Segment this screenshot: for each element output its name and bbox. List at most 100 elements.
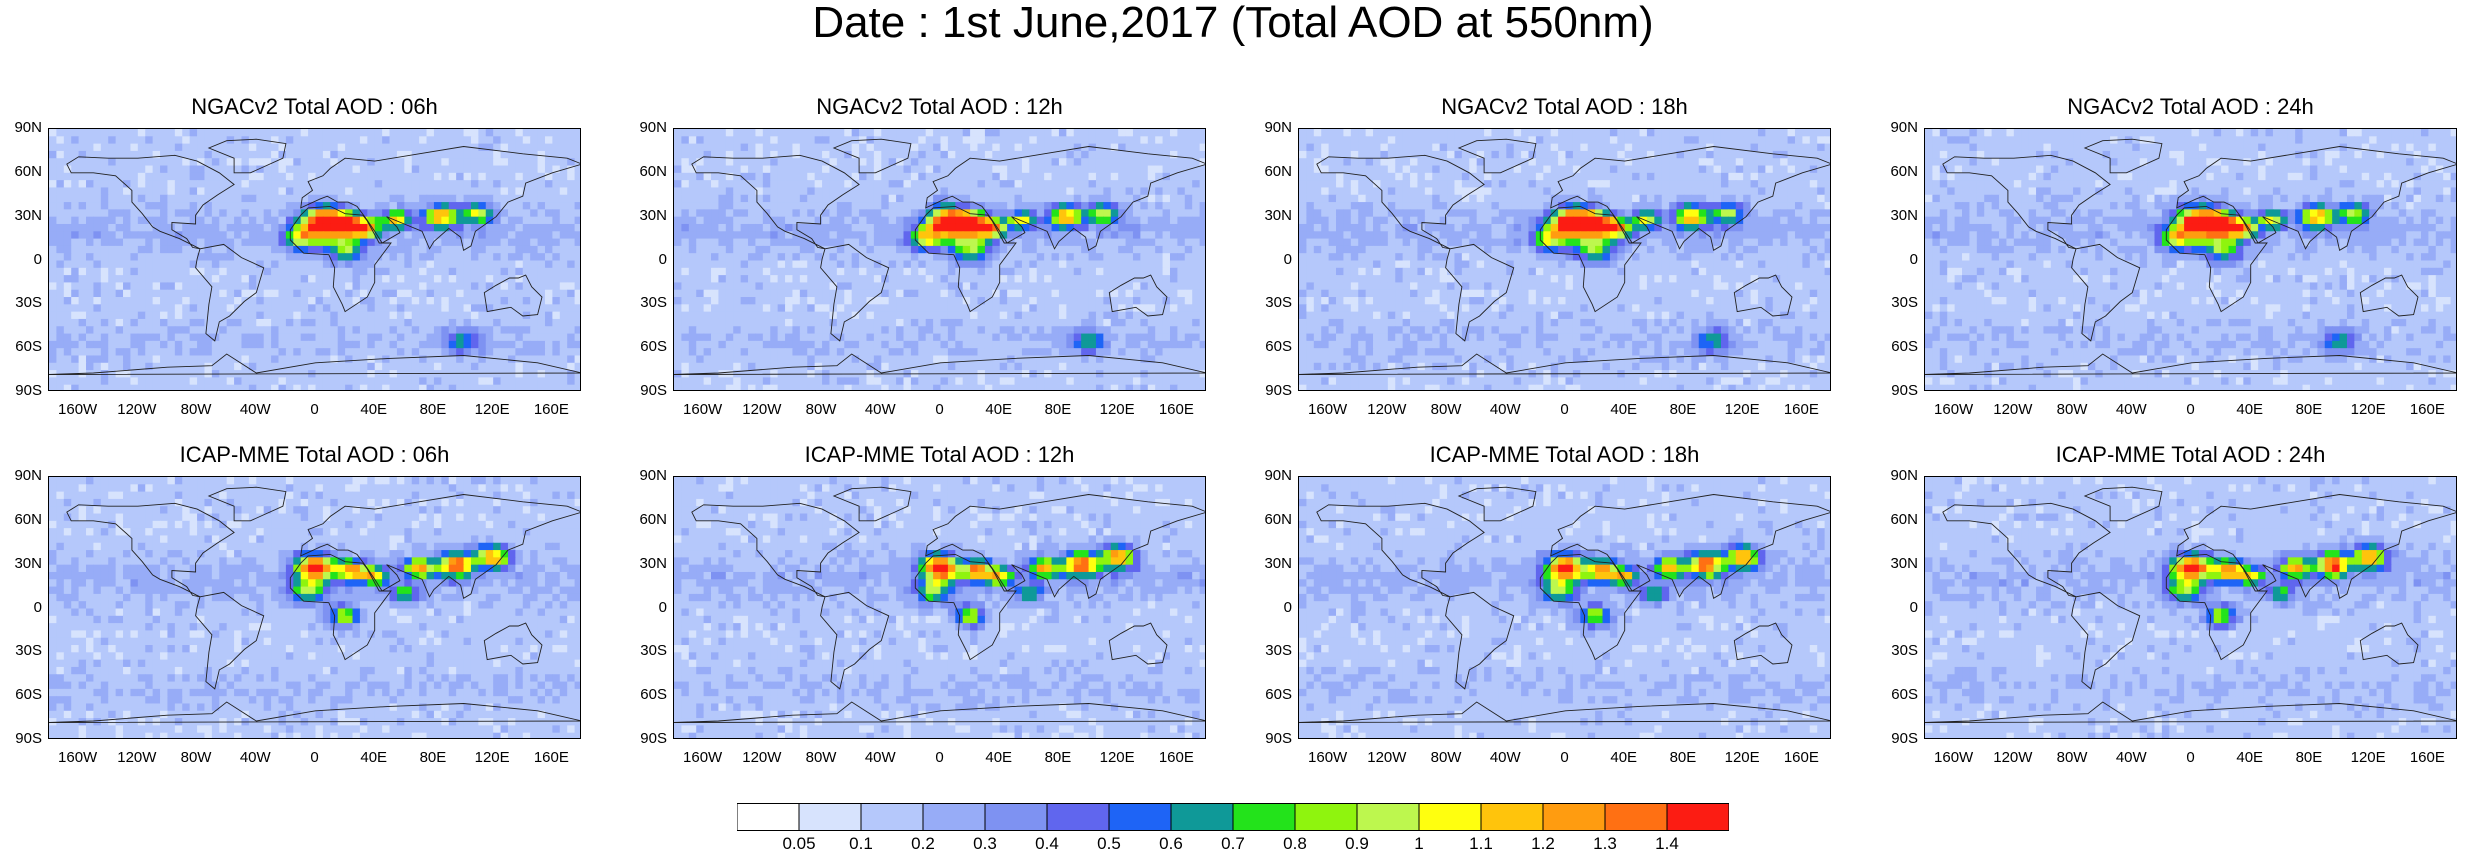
aod-cell: [56, 261, 64, 269]
aod-cell: [881, 312, 889, 320]
aod-cell: [1200, 202, 1206, 210]
aod-cell: [755, 304, 763, 312]
aod-cell: [992, 253, 1000, 261]
aod-cell: [123, 290, 131, 298]
aod-cell: [478, 377, 486, 385]
aod-cell: [992, 209, 1000, 217]
aod-cell: [792, 355, 800, 363]
aod-cell: [985, 290, 993, 298]
aod-cell: [175, 136, 183, 144]
aod-cell: [1000, 173, 1008, 181]
map-panel: [48, 128, 581, 391]
aod-cell: [1133, 348, 1141, 356]
aod-cell: [1163, 180, 1171, 188]
aod-cell: [449, 151, 457, 159]
aod-cell: [419, 261, 427, 269]
aod-cell: [397, 246, 405, 254]
aod-cell: [1163, 202, 1171, 210]
aod-cell: [56, 290, 64, 298]
aod-cell: [249, 158, 257, 166]
aod-cell: [182, 166, 190, 174]
aod-cell: [1155, 334, 1163, 342]
aod-cell: [792, 319, 800, 327]
aod-cell: [130, 202, 138, 210]
aod-cell: [926, 246, 934, 254]
aod-cell: [755, 253, 763, 261]
aod-cell: [390, 348, 398, 356]
aod-cell: [515, 136, 523, 144]
aod-cell: [145, 326, 153, 334]
aod-cell: [434, 129, 442, 137]
aod-cell: [308, 261, 316, 269]
aod-cell: [1096, 275, 1104, 283]
aod-cell: [681, 319, 689, 327]
aod-cell: [1059, 224, 1067, 232]
aod-cell: [249, 151, 257, 159]
aod-cell: [219, 253, 227, 261]
aod-cell: [449, 312, 457, 320]
aod-cell: [948, 348, 956, 356]
aod-cell: [733, 239, 741, 247]
aod-cell: [227, 341, 235, 349]
aod-cell: [1163, 187, 1171, 195]
aod-cell: [1163, 231, 1171, 239]
aod-cell: [1089, 129, 1097, 137]
aod-cell: [718, 224, 726, 232]
aod-cell: [538, 253, 546, 261]
aod-cell: [1052, 253, 1060, 261]
aod-cell: [86, 217, 94, 225]
aod-cell: [441, 202, 449, 210]
aod-cell: [711, 136, 719, 144]
aod-cell: [1163, 268, 1171, 276]
aod-cell: [741, 334, 749, 342]
aod-cell: [815, 304, 823, 312]
aod-cell: [1163, 253, 1171, 261]
aod-cell: [1000, 363, 1008, 371]
aod-cell: [741, 275, 749, 283]
aod-cell: [1170, 209, 1178, 217]
aod-cell: [866, 173, 874, 181]
aod-cell: [1126, 334, 1134, 342]
aod-cell: [71, 129, 79, 137]
aod-cell: [353, 173, 361, 181]
aod-cell: [478, 253, 486, 261]
aod-cell: [778, 326, 786, 334]
aod-cell: [1066, 326, 1074, 334]
aod-cell: [704, 312, 712, 320]
aod-cell: [323, 275, 331, 283]
aod-cell: [538, 326, 546, 334]
aod-cell: [926, 290, 934, 298]
aod-cell: [978, 363, 986, 371]
aod-cell: [234, 231, 242, 239]
aod-cell: [674, 282, 682, 290]
aod-cell: [515, 363, 523, 371]
aod-cell: [345, 202, 353, 210]
aod-cell: [792, 239, 800, 247]
aod-cell: [293, 166, 301, 174]
aod-cell: [390, 275, 398, 283]
aod-cell: [941, 231, 949, 239]
aod-cell: [978, 275, 986, 283]
aod-cell: [130, 253, 138, 261]
aod-cell: [419, 363, 427, 371]
aod-cell: [1044, 180, 1052, 188]
aod-cell: [71, 261, 79, 269]
aod-cell: [264, 355, 272, 363]
aod-cell: [182, 129, 190, 137]
aod-cell: [486, 239, 494, 247]
aod-cell: [93, 166, 101, 174]
aod-cell: [718, 144, 726, 152]
aod-cell: [933, 129, 941, 137]
lon-tick-label: 160W: [48, 401, 108, 418]
aod-cell: [815, 341, 823, 349]
aod-cell: [560, 341, 568, 349]
aod-cell: [815, 129, 823, 137]
aod-cell: [219, 297, 227, 305]
aod-cell: [926, 166, 934, 174]
aod-cell: [101, 275, 109, 283]
aod-cell: [530, 297, 538, 305]
aod-cell: [1074, 217, 1082, 225]
aod-cell: [1096, 253, 1104, 261]
aod-cell: [1163, 158, 1171, 166]
aod-cell: [390, 377, 398, 385]
